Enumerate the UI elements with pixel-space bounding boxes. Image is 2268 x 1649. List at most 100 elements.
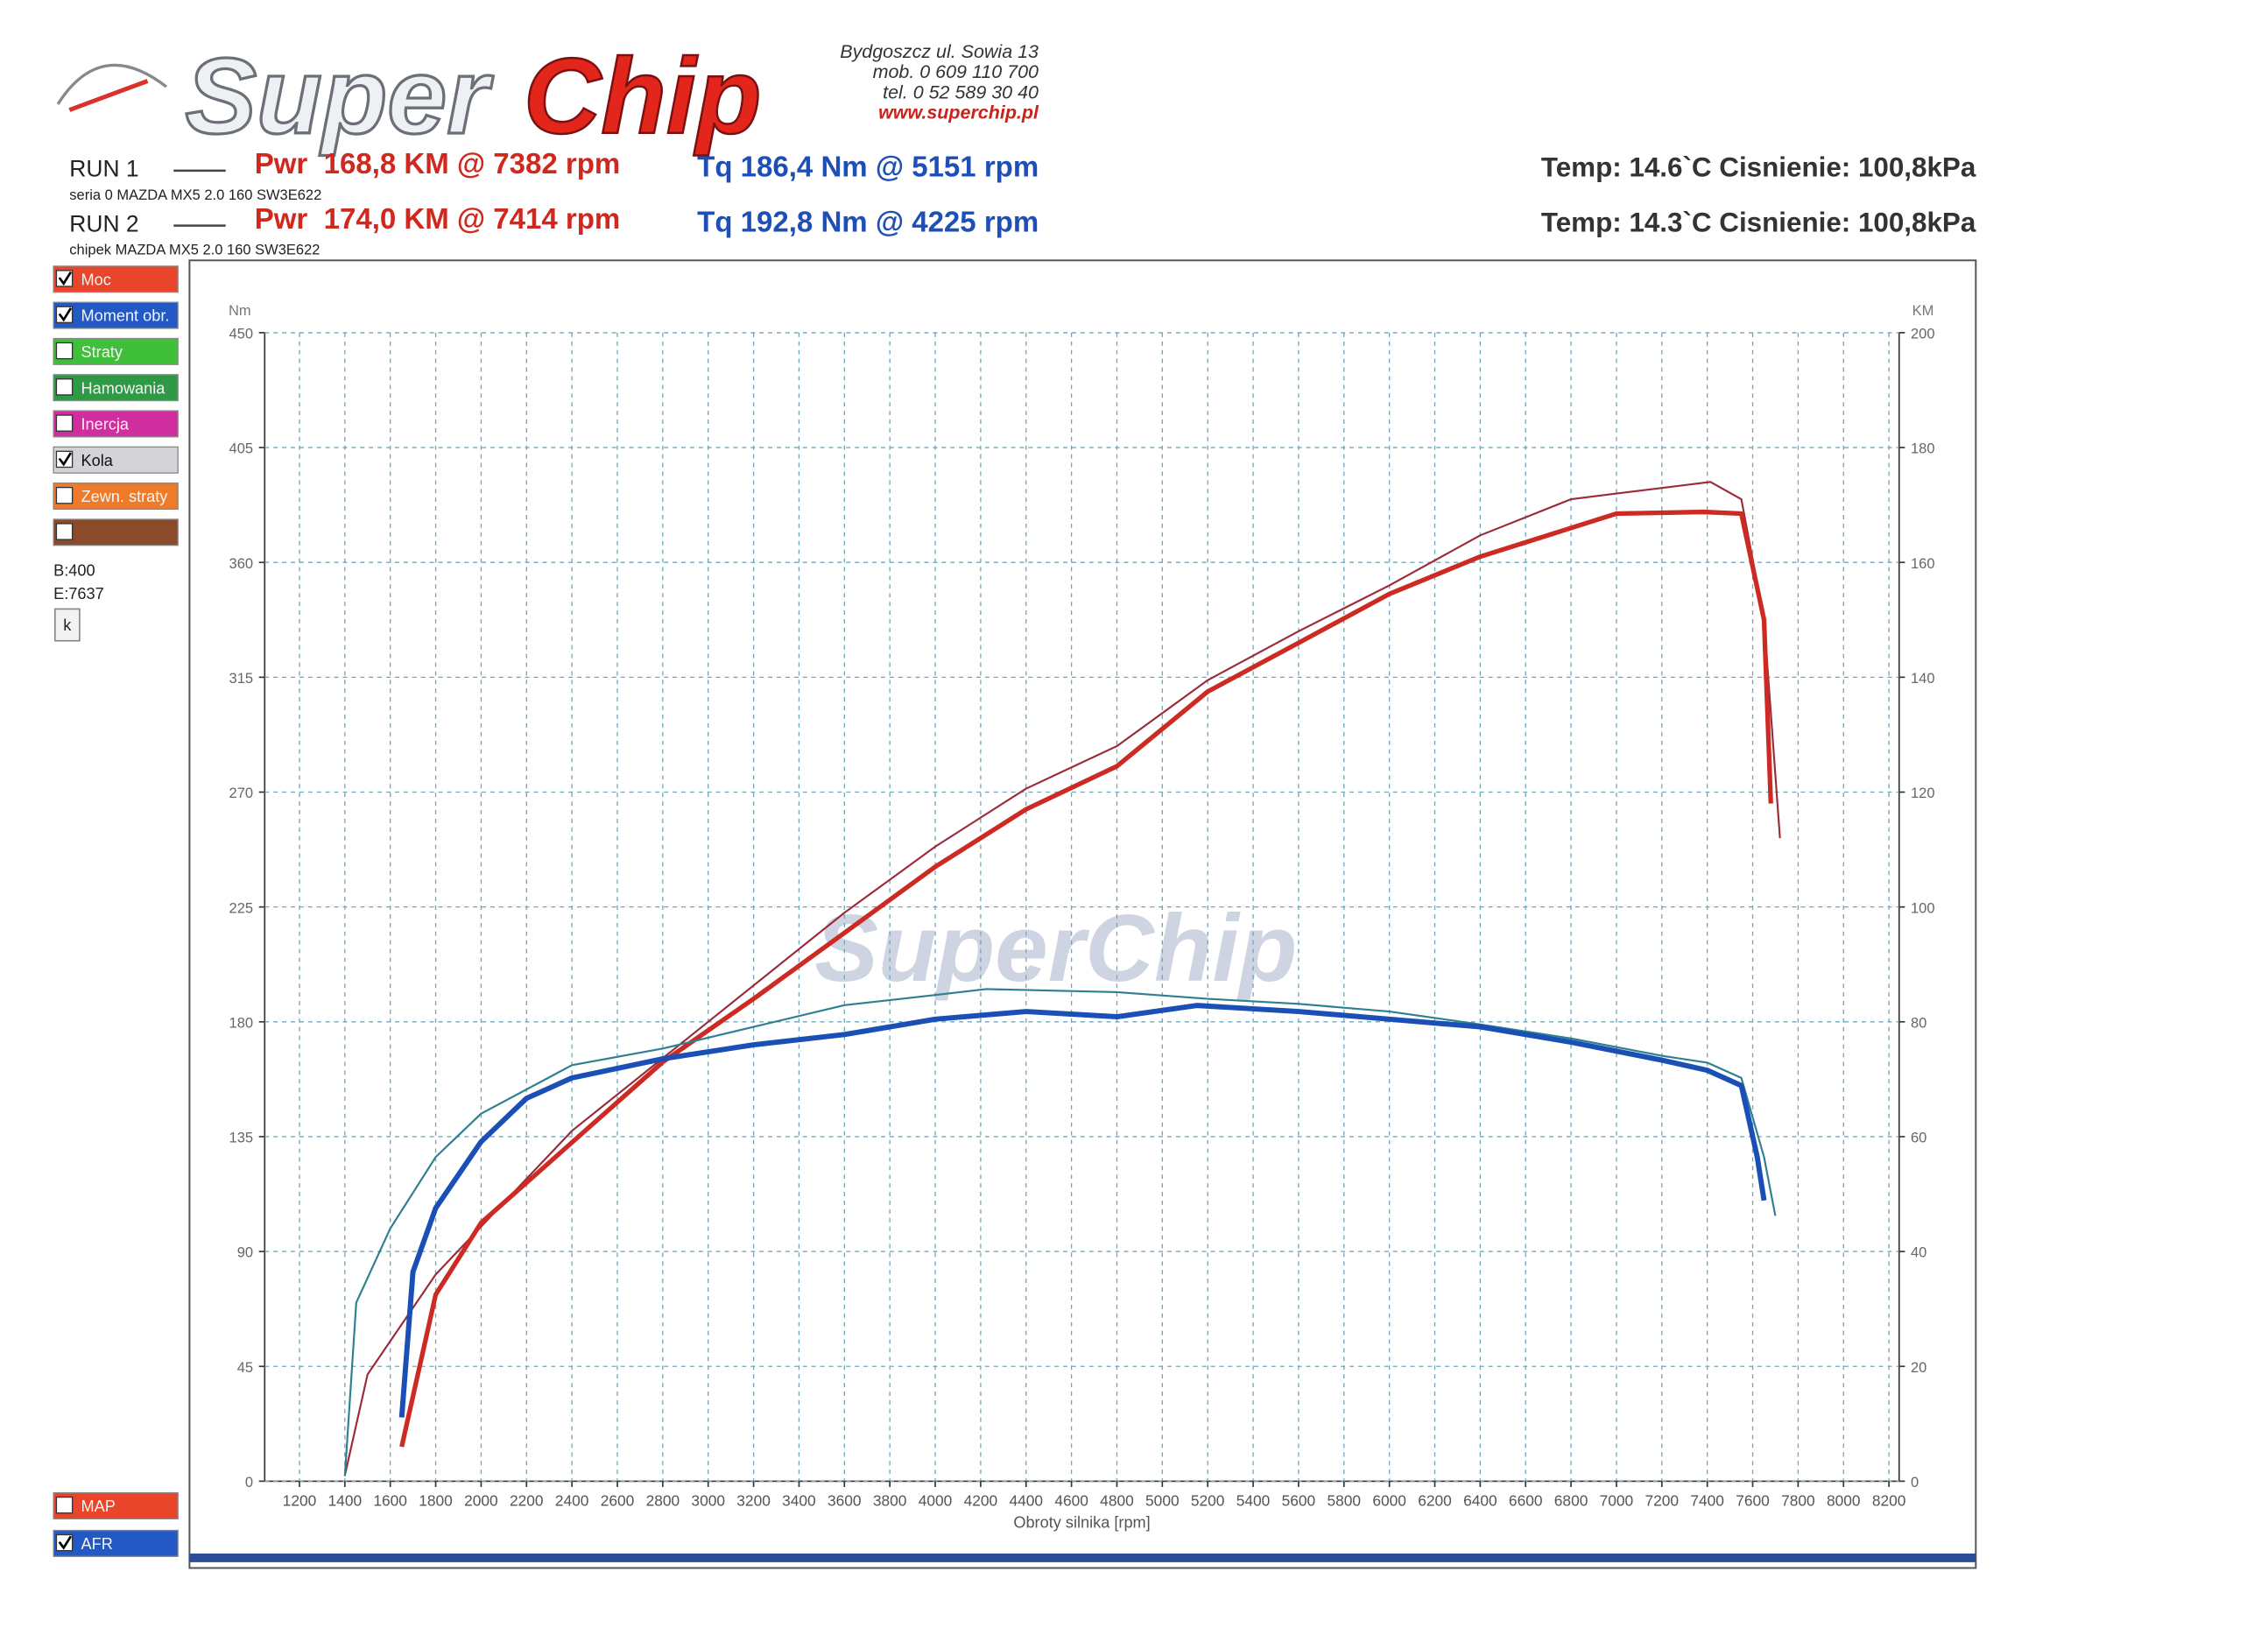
checkbox[interactable]: [55, 1496, 74, 1514]
x-tick-label: 6800: [1554, 1491, 1588, 1509]
checkbox[interactable]: [55, 523, 74, 540]
x-tick-label: 1200: [283, 1491, 317, 1509]
series-line: [399, 509, 1773, 1448]
checkbox[interactable]: [55, 486, 74, 504]
x-tick-label: 7000: [1600, 1491, 1634, 1509]
run-label: RUN 1: [69, 156, 138, 182]
y-tick-label: 90: [237, 1245, 253, 1261]
y2-tick-label: 60: [1911, 1131, 1926, 1146]
x-tick-label: 7400: [1690, 1491, 1724, 1509]
x-tick-label: 5200: [1191, 1491, 1225, 1509]
y2-tick-label: 160: [1911, 556, 1935, 572]
series-line: [343, 988, 1777, 1476]
button-label: Moc: [81, 271, 111, 288]
toggle-button[interactable]: [53, 518, 179, 546]
y-tick-label: 45: [237, 1360, 253, 1376]
x-tick-label: 6200: [1418, 1491, 1452, 1509]
x-tick-label: 2200: [510, 1491, 544, 1509]
grid: [264, 332, 1899, 1483]
button-label: Moment obr.: [81, 307, 170, 325]
logo-icon: [56, 63, 167, 112]
button-label: Zewn. straty: [81, 488, 169, 505]
y-tick-label: 405: [229, 441, 254, 457]
x-tick-label: 3600: [828, 1491, 862, 1509]
x-tick-label: 3800: [873, 1491, 907, 1509]
x-tick-label: 1600: [373, 1491, 407, 1509]
plot-lines: [343, 481, 1781, 1476]
x-tick-label: 5400: [1236, 1491, 1271, 1509]
x-tick-label: 2600: [601, 1491, 635, 1509]
button-label: MAP: [81, 1497, 116, 1515]
button-label: AFR: [81, 1535, 113, 1553]
y-tick-label: 270: [229, 786, 254, 801]
run-power: Pwr 168,8 KM @ 7382 rpm: [255, 147, 621, 180]
toggle-button[interactable]: [53, 1491, 179, 1520]
run-power: Pwr 174,0 KM @ 7414 rpm: [255, 202, 621, 235]
logo-chip: Chip: [524, 36, 762, 156]
button-label: Kola: [81, 452, 114, 469]
toggle-button[interactable]: [53, 483, 179, 511]
toggle-button[interactable]: [53, 265, 179, 293]
y2-tick-label: 200: [1911, 327, 1935, 342]
y-axis-title: Nm: [229, 303, 251, 319]
button-label: Inercja: [81, 416, 130, 433]
y-tick-label: 315: [229, 671, 254, 687]
x-tick-label: 5800: [1327, 1491, 1361, 1509]
x-tick-label: 3000: [691, 1491, 725, 1509]
x-tick-label: 4600: [1054, 1491, 1088, 1509]
y-tick-label: 450: [229, 327, 254, 342]
series-line: [398, 1003, 1767, 1418]
x-axis-title: Obroty silnika [rpm]: [1013, 1513, 1150, 1531]
scroll-bar: [189, 1553, 1976, 1562]
x-tick-label: 3400: [782, 1491, 816, 1509]
y-tick-label: 225: [229, 900, 254, 916]
run-torque: Tq 192,8 Nm @ 4225 rpm: [697, 205, 1039, 237]
x-tick-label: 5000: [1145, 1491, 1180, 1509]
y2-tick-label: 180: [1911, 441, 1935, 457]
toggle-button[interactable]: [53, 1529, 179, 1557]
x-tick-label: 2000: [464, 1491, 498, 1509]
toggle-button[interactable]: [53, 410, 179, 438]
run-info: RUN 1 Pwr 168,8 KM @ 7382 rpm Tq 186,4 Nm …: [69, 147, 1976, 257]
chart-frame: [188, 259, 1977, 1569]
toggle-button[interactable]: [53, 446, 179, 474]
y-tick-label: 135: [229, 1131, 254, 1146]
k-button[interactable]: [53, 608, 81, 642]
checkbox[interactable]: [55, 414, 74, 432]
x-tick-label: 6000: [1372, 1491, 1406, 1509]
toggle-button[interactable]: [53, 374, 179, 402]
button-label: Straty: [81, 343, 123, 361]
x-tick-label: 4000: [919, 1491, 953, 1509]
checkbox[interactable]: [55, 378, 74, 396]
x-tick-label: 8200: [1872, 1491, 1906, 1509]
x-tick-label: 1400: [328, 1491, 363, 1509]
x-tick-label: 7200: [1645, 1491, 1680, 1509]
x-tick-label: 2400: [555, 1491, 589, 1509]
checkmark: [58, 1535, 73, 1550]
x-tick-label: 8000: [1827, 1491, 1861, 1509]
x-tick-label: 3200: [736, 1491, 771, 1509]
x-tick-label: 2800: [646, 1491, 680, 1509]
watermark: SuperChip: [814, 895, 1297, 1002]
y2-axis-title: KM: [1912, 303, 1934, 319]
y2-tick-label: 0: [1911, 1475, 1919, 1490]
run-torque: Tq 186,4 Nm @ 5151 rpm: [697, 151, 1039, 183]
address-line: mob. 0 609 110 700: [873, 61, 1039, 82]
toggle-button[interactable]: [53, 301, 179, 329]
checkbox[interactable]: [55, 342, 74, 360]
address-line: Bydgoszcz ul. Sowia 13: [840, 41, 1039, 62]
y2-tick-label: 80: [1911, 1015, 1926, 1031]
toggle-button[interactable]: [53, 337, 179, 365]
run-conditions: Temp: 14.6`C Cisnienie: 100,8kPa: [1541, 152, 1976, 183]
checkmark: [58, 271, 73, 286]
y2-tick-label: 100: [1911, 900, 1935, 916]
run-label: RUN 2: [69, 210, 138, 236]
x-tick-label: 4200: [964, 1491, 998, 1509]
y-tick-label: 0: [245, 1475, 253, 1490]
y2-tick-label: 120: [1911, 786, 1935, 801]
run-vehicle: chipek MAZDA MX5 2.0 160 SW3E622: [69, 243, 320, 258]
ticks: 1200 1400 1600 1800 2000 2200 2400 2600 2800 3000…: [229, 327, 1935, 1510]
info-text: B:400: [53, 561, 95, 579]
logo-super: Super: [185, 36, 494, 156]
